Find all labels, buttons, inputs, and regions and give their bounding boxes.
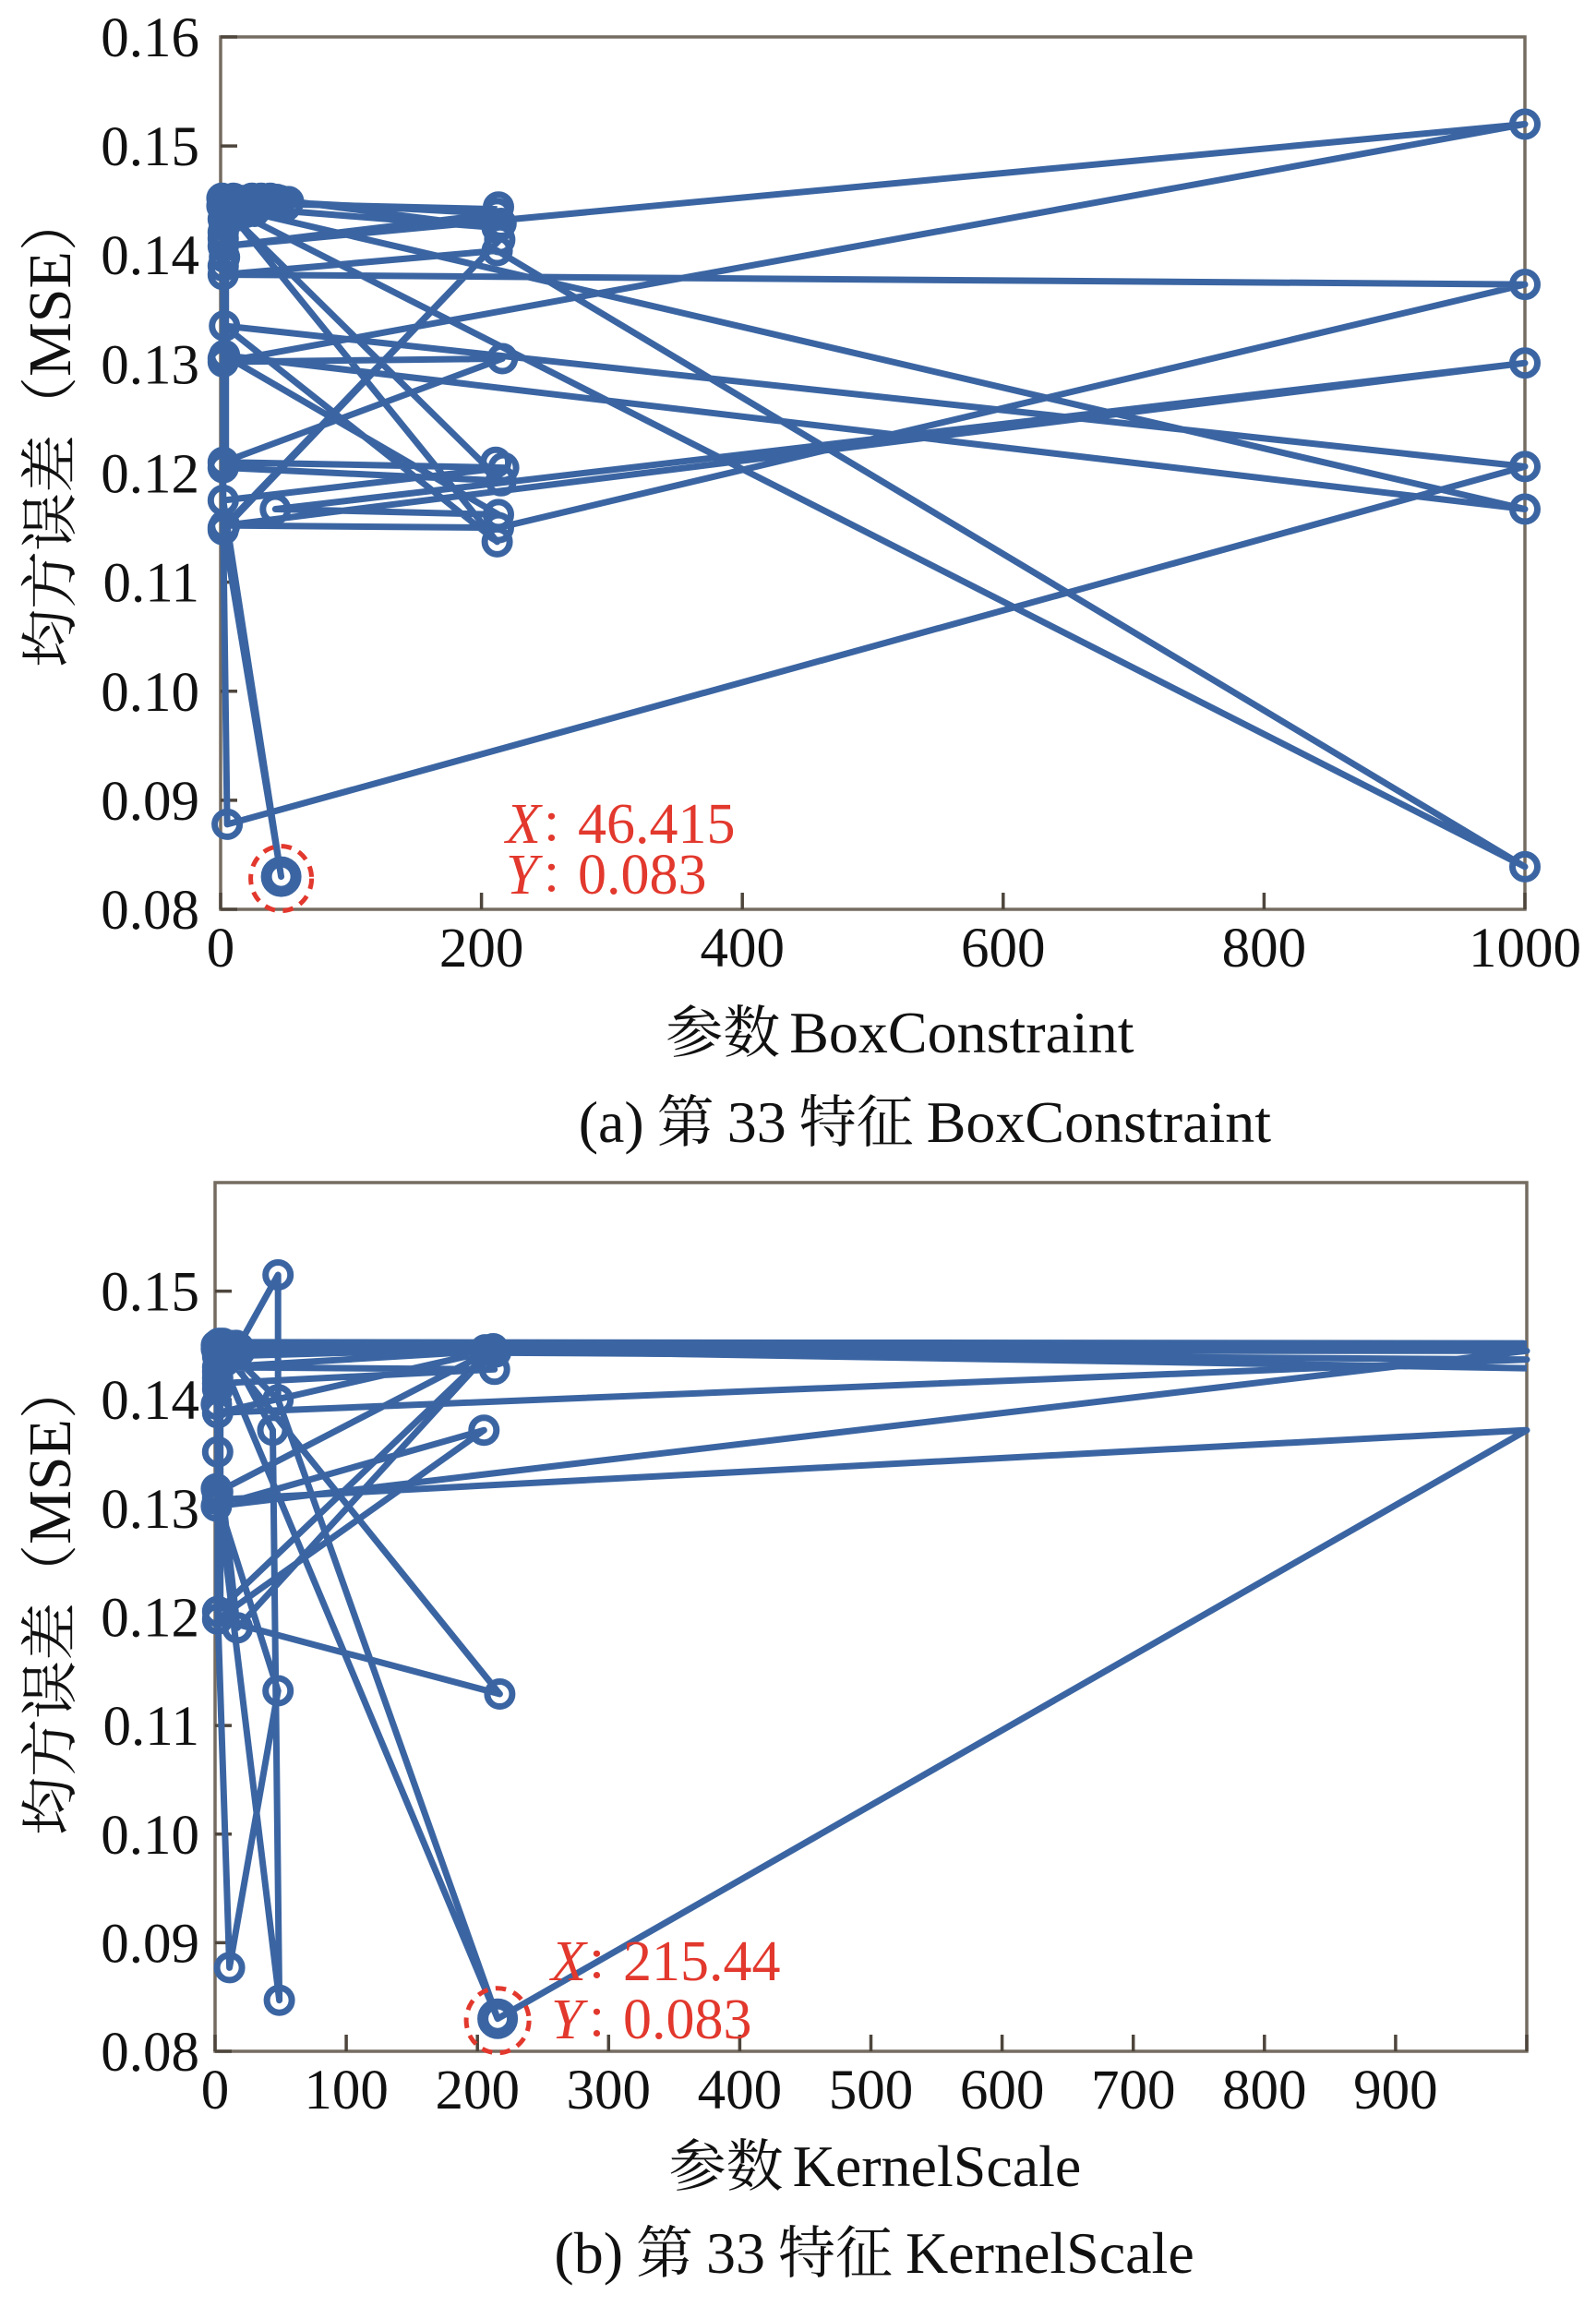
svg-text:(a): (a) [579, 1089, 644, 1155]
svg-text:0.13: 0.13 [101, 334, 199, 396]
svg-text:BoxConstraint: BoxConstraint [927, 1089, 1272, 1155]
svg-text:400: 400 [698, 2060, 783, 2121]
svg-text:0.083: 0.083 [623, 1989, 752, 2051]
svg-text:0.11: 0.11 [103, 553, 200, 615]
svg-text:0.10: 0.10 [101, 662, 199, 724]
svg-text:0.14: 0.14 [101, 225, 199, 287]
svg-text:(b): (b) [554, 2220, 623, 2286]
svg-text:0.12: 0.12 [101, 444, 199, 506]
svg-text:Y: Y [551, 1989, 588, 2051]
svg-text:33: 33 [727, 1089, 786, 1155]
svg-text:X: X [503, 793, 543, 856]
svg-text:0.14: 0.14 [101, 1370, 199, 1432]
svg-text:46.415: 46.415 [578, 793, 736, 856]
svg-text:Y: Y [506, 844, 543, 907]
svg-text:0.09: 0.09 [101, 1913, 199, 1975]
svg-text:0.08: 0.08 [101, 880, 199, 942]
svg-text:0.08: 0.08 [101, 2022, 199, 2084]
svg-text:500: 500 [829, 2060, 914, 2121]
svg-text:0: 0 [207, 918, 235, 979]
svg-text:700: 700 [1091, 2060, 1176, 2121]
svg-text:BoxConstraint: BoxConstraint [789, 1000, 1134, 1065]
svg-text:215.44: 215.44 [623, 1930, 781, 1993]
svg-text:KernelScale: KernelScale [793, 2133, 1082, 2199]
svg-text:0.09: 0.09 [101, 771, 199, 833]
svg-text:0.11: 0.11 [103, 1696, 200, 1758]
svg-text:MSE: MSE [17, 251, 84, 377]
svg-text:1000: 1000 [1469, 918, 1581, 979]
svg-text:0.15: 0.15 [101, 1262, 199, 1324]
svg-text:400: 400 [700, 918, 785, 979]
svg-text:33: 33 [706, 2220, 765, 2286]
svg-text:200: 200 [439, 918, 524, 979]
svg-text:X: X [548, 1930, 588, 1993]
svg-text:800: 800 [1222, 2060, 1307, 2121]
svg-text:0.10: 0.10 [101, 1805, 199, 1867]
svg-text:300: 300 [567, 2060, 652, 2121]
svg-text:900: 900 [1353, 2060, 1438, 2121]
svg-text:0.13: 0.13 [101, 1479, 199, 1541]
svg-text:MSE: MSE [17, 1419, 84, 1544]
svg-text:100: 100 [304, 2060, 389, 2121]
svg-text:200: 200 [435, 2060, 520, 2121]
svg-text:600: 600 [960, 2060, 1045, 2121]
svg-text:0.16: 0.16 [101, 7, 199, 69]
svg-text:KernelScale: KernelScale [906, 2220, 1194, 2286]
svg-text:0.12: 0.12 [101, 1588, 199, 1650]
svg-text:0: 0 [201, 2060, 230, 2121]
svg-text:0.15: 0.15 [101, 116, 199, 178]
svg-text:600: 600 [961, 918, 1046, 979]
svg-text:800: 800 [1222, 918, 1307, 979]
svg-text:0.083: 0.083 [578, 844, 707, 907]
